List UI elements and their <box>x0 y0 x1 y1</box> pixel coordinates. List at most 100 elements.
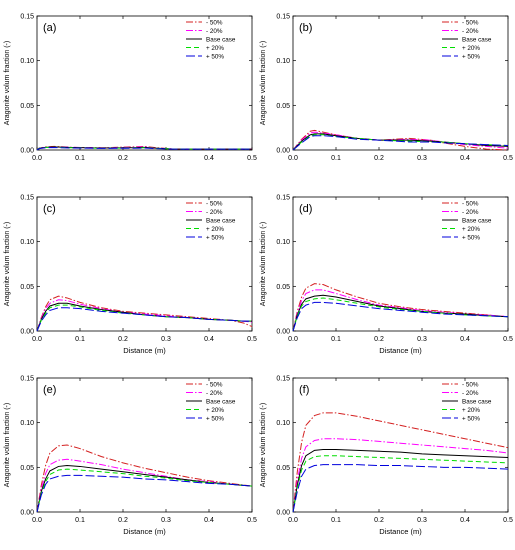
y-tick-label: 0.05 <box>276 284 290 291</box>
legend-entry: - 50% <box>462 381 479 388</box>
series-line <box>36 458 253 513</box>
series-line <box>292 283 509 332</box>
x-tick-label: 0.1 <box>75 155 85 162</box>
x-tick-label: 0.1 <box>331 517 341 524</box>
y-tick-label: 0.00 <box>20 329 34 336</box>
legend-entry: + 20% <box>462 45 480 52</box>
x-tick-label: 0.3 <box>161 336 171 343</box>
x-tick-label: 0.3 <box>161 517 171 524</box>
legend-entry: - 50% <box>206 19 223 26</box>
legend-entry: Base case <box>206 398 236 405</box>
legend-entry: - 50% <box>462 200 479 207</box>
series-line <box>292 448 509 513</box>
series-line <box>36 304 252 332</box>
series-line <box>292 301 509 332</box>
legend-entry: Base case <box>462 217 492 224</box>
series-line <box>292 289 509 332</box>
y-tick-label: 0.00 <box>20 148 34 155</box>
y-tick-label: 0.10 <box>276 420 290 427</box>
x-tick-label: 0.4 <box>460 336 470 343</box>
x-tick-label: 0.4 <box>204 517 214 524</box>
y-tick-label: 0.10 <box>20 239 34 246</box>
x-tick-label: 0.0 <box>288 155 298 162</box>
plot-frame <box>292 196 509 332</box>
y-tick-label: 0.05 <box>20 284 34 291</box>
x-tick-label: 0.2 <box>374 517 384 524</box>
legend-entry: - 20% <box>462 209 479 216</box>
y-tick-label: 0.00 <box>276 510 290 517</box>
series-line <box>36 474 253 513</box>
x-tick-label: 0.1 <box>331 336 341 343</box>
y-tick-label: 0.10 <box>20 420 34 427</box>
x-tick-label: 0.5 <box>503 155 513 162</box>
y-axis-label: Aragonite volum fraction (-) <box>4 222 11 306</box>
plot-frame <box>36 377 253 513</box>
y-axis-label: Aragonite volum fraction (-) <box>260 41 267 125</box>
legend-entry: Base case <box>462 398 492 405</box>
y-tick-label: 0.05 <box>276 103 290 110</box>
plot-frame <box>292 377 509 513</box>
legend-entry: - 20% <box>206 209 223 216</box>
x-tick-label: 0.1 <box>75 517 85 524</box>
chart-panel: 0.0 0.1 0.2 0.3 0.4 0.5 0.00 0.05 0.10 0.15 Aragon… <box>260 14 513 163</box>
x-tick-label: 0.1 <box>75 336 85 343</box>
legend-entry: Base case <box>206 36 236 43</box>
y-axis-label: Aragonite volum fraction (-) <box>260 222 267 306</box>
x-tick-label: 0.3 <box>417 336 427 343</box>
y-tick-label: 0.00 <box>20 510 34 517</box>
x-tick-label: 0.1 <box>331 155 341 162</box>
panel-label: (c) <box>43 203 56 215</box>
plot-frame <box>292 15 509 151</box>
x-tick-label: 0.2 <box>374 155 384 162</box>
legend-entry: + 50% <box>462 415 480 422</box>
x-tick-label: 0.4 <box>204 336 214 343</box>
series-line <box>292 455 509 513</box>
y-tick-label: 0.15 <box>276 195 290 202</box>
series-line <box>292 131 509 151</box>
x-axis-label: Distance (m) <box>379 346 422 355</box>
series-line <box>292 464 509 513</box>
x-axis-label: Distance (m) <box>379 527 422 536</box>
legend-entry: - 20% <box>206 390 223 397</box>
y-tick-label: 0.15 <box>20 376 34 383</box>
panel-label: (b) <box>299 22 312 34</box>
y-tick-label: 0.10 <box>20 58 34 65</box>
y-tick-label: 0.00 <box>276 329 290 336</box>
legend-entry: - 20% <box>462 28 479 35</box>
x-tick-label: 0.0 <box>32 336 42 343</box>
chart-panel: 0.0 0.1 0.2 0.3 0.4 0.5 0.00 0.05 0.10 0.15 Aragon… <box>260 195 513 356</box>
panel-label: (e) <box>43 384 56 396</box>
series-line <box>36 307 252 332</box>
chart-panel: 0.0 0.1 0.2 0.3 0.4 0.5 0.00 0.05 0.10 0.15 Aragon… <box>4 195 257 356</box>
x-tick-label: 0.4 <box>460 517 470 524</box>
x-tick-label: 0.5 <box>503 336 513 343</box>
y-tick-label: 0.15 <box>276 376 290 383</box>
x-tick-label: 0.5 <box>247 336 257 343</box>
x-tick-label: 0.0 <box>32 155 42 162</box>
chart-panel: 0.0 0.1 0.2 0.3 0.4 0.5 0.00 0.05 0.10 0.15 Aragon… <box>4 376 257 537</box>
x-tick-label: 0.4 <box>204 155 214 162</box>
x-tick-label: 0.0 <box>32 517 42 524</box>
series-line <box>292 135 509 151</box>
legend-entry: + 50% <box>206 53 224 60</box>
y-tick-label: 0.10 <box>276 58 290 65</box>
legend-entry: + 20% <box>462 226 480 233</box>
x-axis-label: Distance (m) <box>123 346 166 355</box>
x-tick-label: 0.3 <box>417 517 427 524</box>
y-tick-label: 0.05 <box>20 465 34 472</box>
chart-panel: 0.0 0.1 0.2 0.3 0.4 0.5 0.00 0.05 0.10 0.15 Aragon… <box>4 14 257 163</box>
legend-entry: + 20% <box>206 226 224 233</box>
x-tick-label: 0.0 <box>288 336 298 343</box>
legend-entry: Base case <box>462 36 492 43</box>
series-line <box>36 146 252 151</box>
panel-label: (f) <box>299 384 309 396</box>
x-tick-label: 0.2 <box>118 336 128 343</box>
y-tick-label: 0.00 <box>276 148 290 155</box>
y-tick-label: 0.15 <box>276 14 290 21</box>
y-tick-label: 0.05 <box>20 103 34 110</box>
legend-entry: + 20% <box>206 45 224 52</box>
series-line <box>36 465 253 513</box>
x-tick-label: 0.3 <box>161 155 171 162</box>
x-tick-label: 0.5 <box>247 517 257 524</box>
